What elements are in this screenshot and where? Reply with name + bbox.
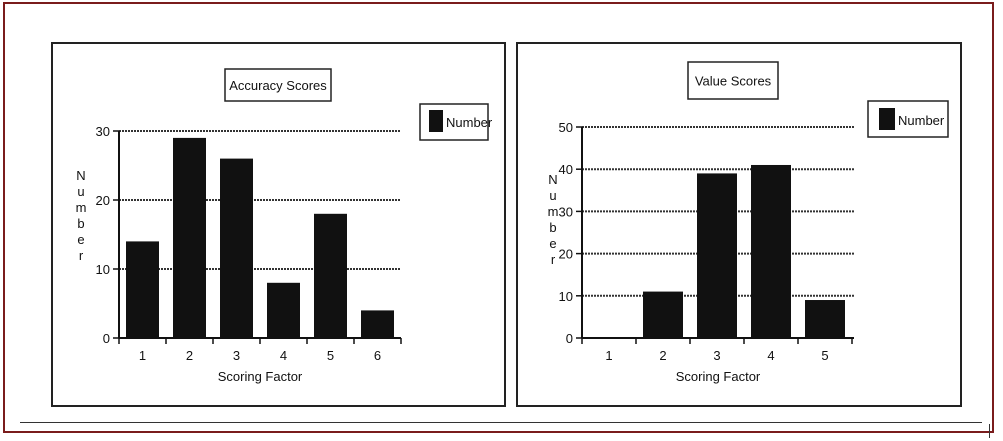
bar xyxy=(314,213,347,338)
x-tick-label: 3 xyxy=(713,348,720,363)
x-tick-label: 6 xyxy=(374,348,381,363)
outer-frame xyxy=(3,2,994,433)
chart-title: Accuracy Scores xyxy=(229,78,327,93)
x-tick-label: 2 xyxy=(659,348,666,363)
y-tick-label: 40 xyxy=(559,162,573,177)
bar xyxy=(643,291,683,338)
x-tick-label: 4 xyxy=(280,348,287,363)
chart-title: Value Scores xyxy=(695,74,772,89)
y-tick-label: 10 xyxy=(559,289,573,304)
x-axis-label: Scoring Factor xyxy=(218,369,303,384)
y-tick-label: 30 xyxy=(96,124,110,139)
bar xyxy=(361,310,394,338)
frame-corner-tick xyxy=(989,424,990,438)
value-scores-chart: Value Scores Number 0 10 20 30 40 50 1 2 3 4 5 Scorin… xyxy=(548,61,949,384)
chart-title-box xyxy=(224,68,332,102)
x-tick-label: 5 xyxy=(327,348,334,363)
bar xyxy=(805,300,845,338)
y-tick-label: 20 xyxy=(96,193,110,208)
x-axis-label: Scoring Factor xyxy=(676,369,761,384)
legend-swatch xyxy=(429,110,443,132)
y-tick-label: 50 xyxy=(559,120,573,135)
accuracy-scores-chart: Accuracy Scores Number 0 10 20 30 1 2 3 4 5 6 Scorin… xyxy=(76,68,493,384)
accuracy-chart-panel: Accuracy Scores Number 0 10 20 30 1 2 3 4 5 6 Scorin… xyxy=(51,42,506,407)
x-tick-label: 3 xyxy=(233,348,240,363)
frame-bottom-rule xyxy=(20,422,982,423)
bar xyxy=(173,137,206,338)
y-tick-label: 0 xyxy=(103,331,110,346)
legend-swatch xyxy=(879,108,895,130)
y-tick-label: 0 xyxy=(566,331,573,346)
y-tick-label: 30 xyxy=(559,204,573,219)
chart-title-box xyxy=(687,61,779,100)
bar xyxy=(267,282,300,338)
x-tick-label: 4 xyxy=(767,348,774,363)
x-tick-label: 1 xyxy=(605,348,612,363)
x-tick-label: 5 xyxy=(821,348,828,363)
legend-label: Number xyxy=(446,115,493,130)
legend-label: Number xyxy=(898,113,945,128)
y-tick-label: 10 xyxy=(96,262,110,277)
bar xyxy=(220,158,253,338)
y-tick-label: 20 xyxy=(559,247,573,262)
value-chart-panel: Value Scores Number 0 10 20 30 40 50 1 2 3 4 5 Scorin… xyxy=(516,42,962,407)
bar xyxy=(126,241,159,338)
x-tick-label: 2 xyxy=(186,348,193,363)
x-tick-label: 1 xyxy=(139,348,146,363)
bar xyxy=(697,173,737,338)
bar xyxy=(751,164,791,338)
